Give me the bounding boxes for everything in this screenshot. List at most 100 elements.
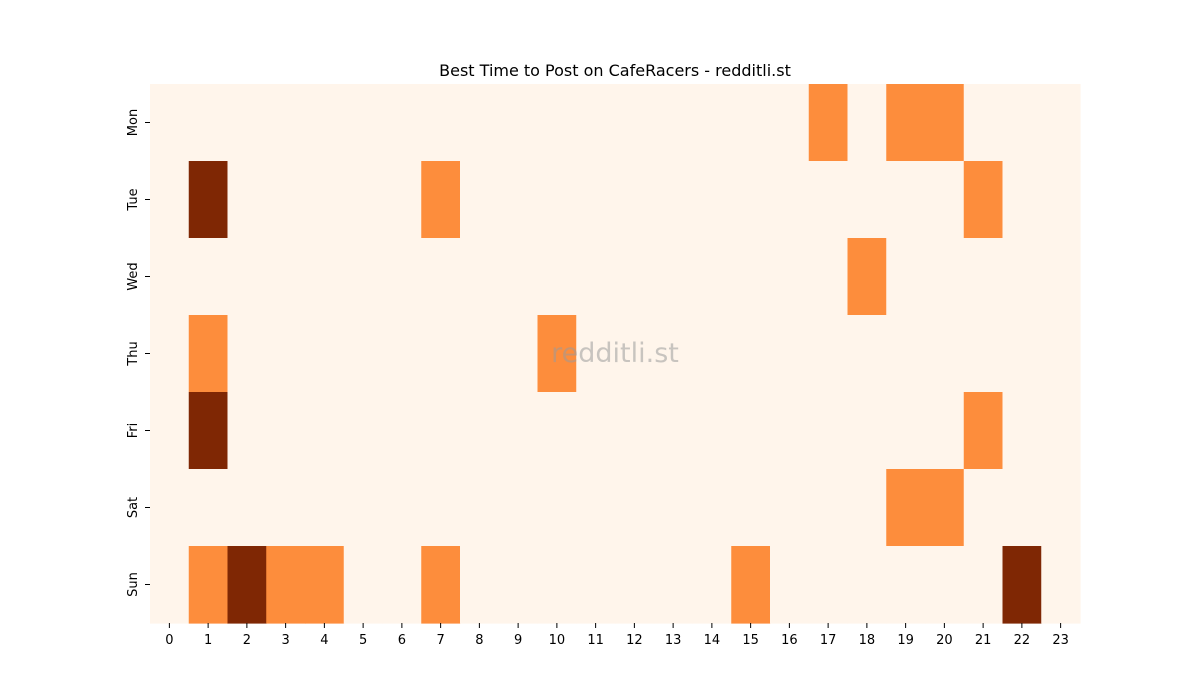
heatmap-cell-wed-15: [731, 238, 771, 316]
x-tick-label: 5: [359, 633, 367, 648]
heatmap-cell-mon-12: [615, 84, 655, 162]
heatmap-cell-sun-13: [653, 546, 694, 624]
heatmap-cell-fri-11: [576, 392, 616, 470]
heatmap-cell-sun-5: [343, 546, 384, 624]
heatmap-cell-mon-9: [498, 84, 539, 162]
heatmap-cell-mon-6: [382, 84, 422, 162]
heatmap-cell-sat-9: [498, 469, 539, 547]
heatmap-cell-thu-20: [925, 315, 965, 393]
heatmap-cell-sat-2: [227, 469, 267, 547]
heatmap-cell-wed-2: [227, 238, 267, 316]
heatmap-cell-fri-2: [227, 392, 267, 470]
heatmap-cell-wed-1: [188, 238, 229, 316]
heatmap-cell-tue-3: [266, 161, 306, 239]
heatmap-cell-sun-7: [421, 546, 461, 624]
heatmap-cell-mon-2: [227, 84, 267, 162]
x-tick-label: 4: [320, 633, 328, 648]
heatmap-cell-sat-12: [615, 469, 655, 547]
x-tick-label: 15: [742, 633, 759, 648]
heatmap-cell-sun-16: [770, 546, 810, 624]
heatmap-cell-sun-4: [305, 546, 345, 624]
heatmap-cell-mon-0: [150, 84, 190, 162]
heatmap-cell-fri-1: [188, 392, 229, 470]
heatmap-cell-wed-6: [382, 238, 422, 316]
heatmap-cell-mon-19: [886, 84, 926, 162]
y-tick-label: Wed: [126, 262, 141, 290]
y-tick-label: Thu: [126, 341, 141, 366]
heatmap-cell-fri-13: [653, 392, 694, 470]
heatmap-cell-fri-23: [1041, 392, 1081, 470]
y-axis-ticks: Mon Tue Wed Thu Fri Sat Sun: [126, 109, 150, 597]
heatmap-cell-mon-10: [537, 84, 577, 162]
heatmap-cell-sun-14: [692, 546, 732, 624]
heatmap-cell-thu-10: [537, 315, 577, 393]
heatmap-cell-sat-22: [1002, 469, 1042, 547]
heatmap-cell-wed-22: [1002, 238, 1042, 316]
heatmap-cell-wed-19: [886, 238, 926, 316]
heatmap-cell-tue-14: [692, 161, 732, 239]
heatmap-cell-fri-7: [421, 392, 461, 470]
heatmap-cell-sun-17: [808, 546, 849, 624]
heatmap-cell-thu-0: [150, 315, 190, 393]
heatmap-cell-fri-20: [925, 392, 965, 470]
heatmap-cell-wed-20: [925, 238, 965, 316]
heatmap-cell-fri-19: [886, 392, 926, 470]
heatmap-cell-mon-21: [963, 84, 1004, 162]
x-tick-label: 3: [281, 633, 289, 648]
x-tick-label: 6: [398, 633, 406, 648]
x-tick-label: 18: [859, 633, 876, 648]
heatmap-cell-wed-18: [847, 238, 887, 316]
heatmap-cell-fri-3: [266, 392, 306, 470]
heatmap-cell-fri-0: [150, 392, 190, 470]
heatmap-cell-tue-9: [498, 161, 539, 239]
heatmap-cell-wed-10: [537, 238, 577, 316]
heatmap-cell-fri-8: [460, 392, 500, 470]
heatmap-cell-thu-8: [460, 315, 500, 393]
y-tick-label: Sun: [126, 572, 141, 597]
heatmap-cell-thu-14: [692, 315, 732, 393]
watermark-text: redditli.st: [551, 338, 679, 369]
heatmap-cell-tue-4: [305, 161, 345, 239]
x-tick-label: 19: [897, 633, 914, 648]
heatmap-cell-wed-14: [692, 238, 732, 316]
x-tick-label: 0: [165, 633, 173, 648]
heatmap-cell-tue-0: [150, 161, 190, 239]
heatmap-cell-tue-6: [382, 161, 422, 239]
heatmap-cell-tue-20: [925, 161, 965, 239]
heatmap-cell-sat-1: [188, 469, 229, 547]
heatmap-cell-wed-23: [1041, 238, 1081, 316]
heatmap-cell-sat-5: [343, 469, 384, 547]
heatmap-cell-thu-4: [305, 315, 345, 393]
heatmap-cell-mon-11: [576, 84, 616, 162]
heatmap-cell-mon-18: [847, 84, 887, 162]
heatmap-cell-thu-15: [731, 315, 771, 393]
heatmap-cell-sun-8: [460, 546, 500, 624]
heatmap-cell-mon-23: [1041, 84, 1081, 162]
heatmap-cell-mon-17: [808, 84, 849, 162]
heatmap-cell-mon-4: [305, 84, 345, 162]
heatmap-cell-thu-12: [615, 315, 655, 393]
heatmap-cell-fri-18: [847, 392, 887, 470]
heatmap-cell-tue-10: [537, 161, 577, 239]
heatmap-cell-fri-9: [498, 392, 539, 470]
x-tick-label: 10: [549, 633, 566, 648]
heatmap-cell-sun-10: [537, 546, 577, 624]
heatmap-cell-wed-0: [150, 238, 190, 316]
heatmap-cell-sat-8: [460, 469, 500, 547]
heatmap-cell-mon-20: [925, 84, 965, 162]
heatmap-cell-wed-3: [266, 238, 306, 316]
heatmap-cell-sat-6: [382, 469, 422, 547]
heatmap-cell-tue-11: [576, 161, 616, 239]
x-tick-label: 8: [475, 633, 483, 648]
x-tick-label: 12: [626, 633, 643, 648]
heatmap-cell-sat-20: [925, 469, 965, 547]
heatmap-cell-fri-4: [305, 392, 345, 470]
x-tick-label: 14: [704, 633, 721, 648]
x-tick-label: 16: [781, 633, 798, 648]
heatmap-cell-thu-16: [770, 315, 810, 393]
heatmap-cell-sun-23: [1041, 546, 1081, 624]
y-tick-label: Mon: [126, 109, 141, 136]
heatmap-cell-fri-15: [731, 392, 771, 470]
x-tick-label: 1: [204, 633, 212, 648]
